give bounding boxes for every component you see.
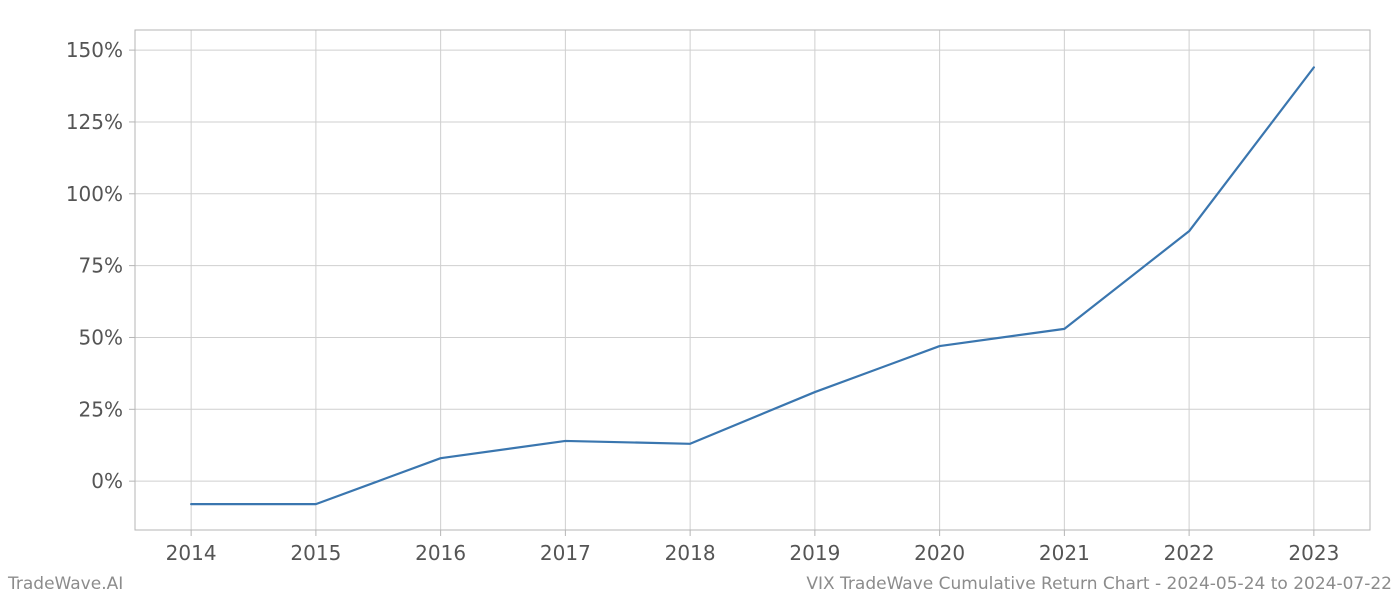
x-tick-label: 2014 [166,541,217,565]
x-tick-label: 2023 [1288,541,1339,565]
line-chart: 2014 2015 2016 2017 2018 2019 2020 2021 2022 2023… [0,0,1400,600]
y-tick-label: 125% [66,110,123,134]
x-tick-label: 2018 [665,541,716,565]
watermark-left: TradeWave.AI [8,574,123,594]
x-tick-label: 2021 [1039,541,1090,565]
x-tick-label: 2019 [789,541,840,565]
y-tick-label: 150% [66,38,123,62]
x-tick-label: 2022 [1164,541,1215,565]
x-tick-label: 2020 [914,541,965,565]
y-tick-label: 50% [79,325,123,349]
y-tick-label: 100% [66,182,123,206]
x-tick-label: 2015 [290,541,341,565]
x-tick-label: 2016 [415,541,466,565]
y-tick-label: 75% [79,254,123,278]
y-tick-label: 0% [91,469,123,493]
chart-caption: VIX TradeWave Cumulative Return Chart - … [806,574,1392,594]
chart-container: 2014 2015 2016 2017 2018 2019 2020 2021 2022 2023… [0,0,1400,600]
x-tick-label: 2017 [540,541,591,565]
y-tick-label: 25% [79,397,123,421]
